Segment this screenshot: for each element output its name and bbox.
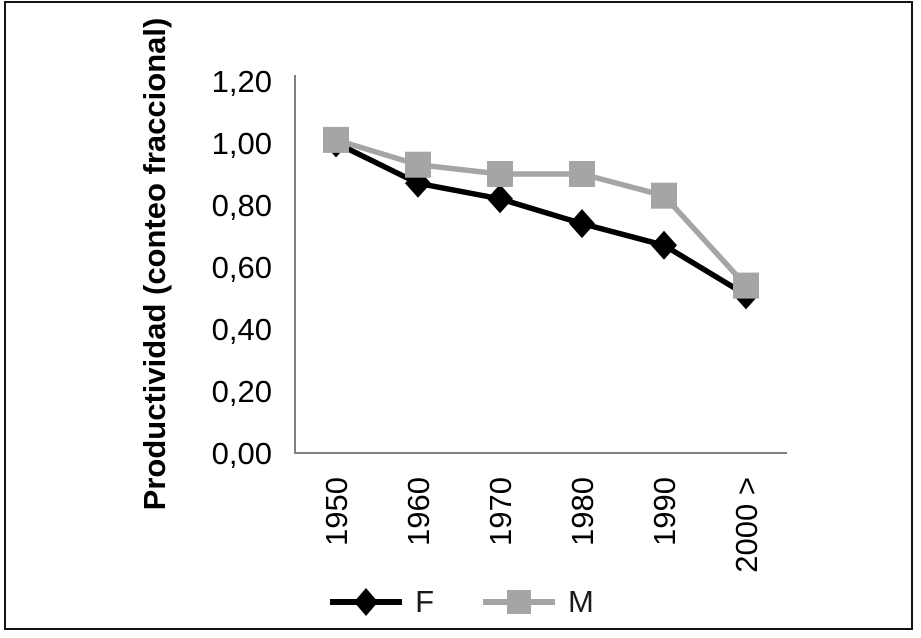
series-m-marker — [569, 161, 595, 187]
x-tick-label: 2000 > — [729, 477, 764, 573]
series-f-marker — [651, 230, 677, 260]
series-f-marker — [487, 184, 513, 214]
legend: F M — [0, 584, 921, 620]
x-tick-label: 1970 — [483, 477, 518, 546]
y-tick-label: 0,00 — [212, 436, 272, 471]
y-tick-label: 0,20 — [212, 374, 272, 409]
y-tick-label: 0,80 — [212, 188, 272, 223]
legend-item-f: F — [327, 584, 434, 620]
x-tick-label: 1950 — [319, 477, 354, 546]
series-m-marker — [323, 126, 349, 153]
y-tick-label: 0,60 — [212, 250, 272, 285]
series-m-marker — [487, 161, 513, 187]
series-m-marker — [733, 272, 759, 299]
legend-marker-shape — [354, 588, 379, 616]
legend-f-diamond-icon — [330, 588, 403, 616]
legend-m-square-icon — [483, 590, 556, 614]
chart-frame — [4, 1, 913, 630]
series-m — [323, 126, 759, 299]
series-m-line — [333, 137, 749, 289]
y-tick-label: 1,20 — [212, 64, 272, 99]
y-tick-label: 0,40 — [212, 312, 272, 347]
x-tick-label: 1960 — [401, 477, 436, 546]
series-f-marker — [569, 209, 595, 239]
legend-item-m: M — [480, 584, 594, 620]
legend-label-m: M — [568, 584, 594, 619]
x-tick-label: 1980 — [565, 477, 600, 546]
series-f-line — [333, 140, 749, 298]
series-m-marker — [405, 151, 431, 178]
legend-marker-shape — [507, 590, 532, 614]
series-m-marker — [651, 182, 677, 209]
y-tick-label: 1,00 — [212, 126, 272, 161]
legend-label-f: F — [415, 584, 435, 619]
x-tick-label: 1990 — [647, 477, 682, 546]
